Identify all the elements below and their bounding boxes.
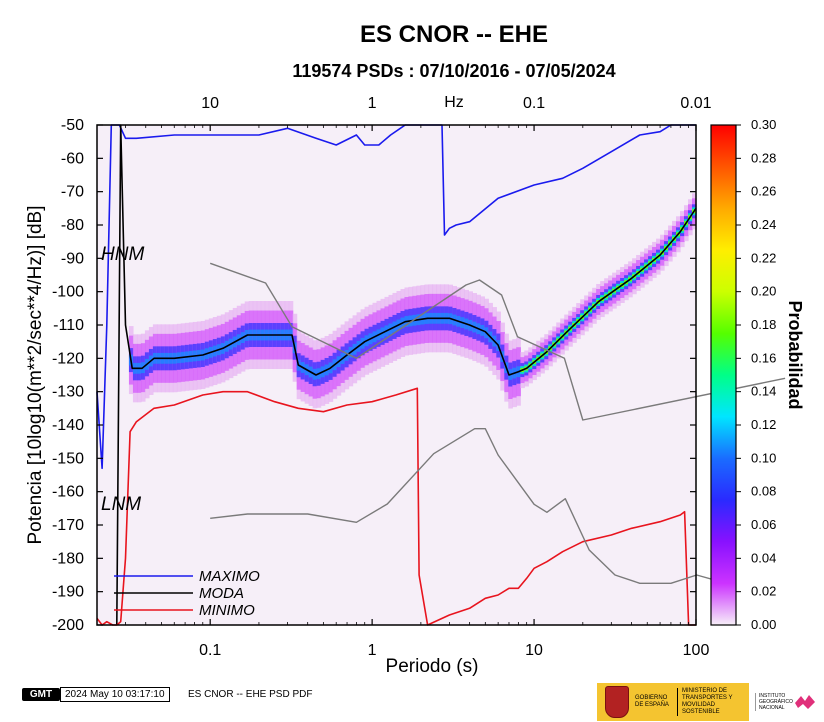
top-tick-label: 0.1 (523, 95, 545, 112)
government-logos: GOBIERNO DE ESPAÑA MINISTERIO DE TRANSPO… (597, 683, 824, 721)
curve-layer (96, 124, 786, 626)
legend-label-maximo: MAXIMO (199, 568, 260, 585)
colorbar-tick-label: 0.26 (751, 184, 776, 199)
colorbar-tick-label: 0.08 (751, 484, 776, 499)
colorbar-label: Probabilidad (785, 300, 805, 409)
top-tick-label: 1 (368, 95, 377, 112)
y-tick-label: -130 (52, 384, 84, 401)
colorbar-tick-label: 0.22 (751, 250, 776, 265)
colorbar-tick-label: 0.12 (751, 417, 776, 432)
x-axis-ticks: 0.1 1 10 100 (125, 125, 710, 659)
colorbar-tick-label: 0.20 (751, 284, 776, 299)
coat-of-arms-icon (605, 686, 629, 718)
y-tick-label: -160 (52, 484, 84, 501)
top-axis-unit: Hz (444, 94, 464, 111)
colorbar-tick-label: 0.02 (751, 584, 776, 599)
timestamp: 2024 May 10 03:17:10 (60, 687, 170, 702)
ministry-text: MINISTERIO DE TRANSPORTES Y MOVILIDAD SO… (677, 688, 748, 716)
colorbar-tick-label: 0.00 (751, 617, 776, 632)
y-tick-label: -50 (61, 117, 84, 134)
colorbar: 0.00 0.02 0.04 0.06 0.08 0.10 0.12 0.14 0.16 0.18… (710, 117, 776, 632)
colorbar-tick-label: 0.14 (751, 384, 776, 399)
top-axis-ticks: 10 1 0.1 0.01 (201, 95, 712, 131)
y-tick-label: -90 (61, 250, 84, 267)
colorbar-tick-label: 0.24 (751, 217, 776, 232)
y-tick-label: -200 (52, 617, 84, 634)
colorbar-tick-label: 0.06 (751, 517, 776, 532)
chart-subtitle: 119574 PSDs : 07/10/2016 - 07/05/2024 (292, 61, 615, 81)
y-tick-label: -60 (61, 150, 84, 167)
y-tick-label: -150 (52, 450, 84, 467)
colorbar-tick-label: 0.30 (751, 117, 776, 132)
x-tick-label: 0.1 (199, 642, 221, 659)
colorbar-gradient (710, 124, 737, 626)
series-line-hnm (209, 262, 786, 421)
y-tick-label: -70 (61, 184, 84, 201)
x-axis-label: Periodo (s) (386, 656, 479, 677)
colorbar-tick-label: 0.28 (751, 150, 776, 165)
y-axis-label: Potencia [10log10(m**2/sec**4/Hz)] [dB] (25, 205, 46, 544)
ministry-banner: GOBIERNO DE ESPAÑA MINISTERIO DE TRANSPO… (597, 683, 749, 721)
gmt-logo: GMT (22, 688, 60, 701)
top-tick-label: 0.01 (680, 95, 711, 112)
y-tick-label: -100 (52, 284, 84, 301)
chart-title: ES CNOR -- EHE (360, 21, 548, 48)
series-line-lnm (210, 428, 727, 584)
y-axis-ticks: -200 -190 -180 -170 -160 -150 -140 -130 -120 -110… (52, 117, 696, 634)
ign-logo: INSTITUTO GEOGRÁFICO NACIONAL (749, 683, 824, 721)
x-tick-label: 1 (368, 642, 377, 659)
x-tick-label: 100 (683, 642, 710, 659)
y-tick-label: -170 (52, 517, 84, 534)
x-tick-label: 10 (525, 642, 543, 659)
series-line-minimo (96, 387, 696, 626)
colorbar-tick-label: 0.18 (751, 317, 776, 332)
ign-mark-icon (795, 695, 815, 709)
lnm-annotation: LNM (101, 494, 141, 515)
legend-label-minimo: MINIMO (199, 602, 255, 619)
y-tick-label: -190 (52, 584, 84, 601)
ign-text: INSTITUTO GEOGRÁFICO NACIONAL (755, 693, 793, 711)
y-tick-label: -110 (53, 317, 84, 334)
y-tick-label: -80 (61, 217, 84, 234)
y-tick-label: -180 (52, 550, 84, 567)
legend-label-moda: MODA (199, 585, 244, 602)
psd-pdf-chart: ES CNOR -- EHE 119574 PSDs : 07/10/2016 … (25, 21, 805, 677)
footer-label: ES CNOR -- EHE PSD PDF (188, 689, 313, 700)
y-tick-label: -140 (52, 417, 84, 434)
colorbar-tick-label: 0.10 (751, 450, 776, 465)
colorbar-tick-label: 0.16 (751, 350, 776, 365)
colorbar-tick-label: 0.04 (751, 550, 776, 565)
gov-text: GOBIERNO DE ESPAÑA (635, 695, 669, 708)
series-line-moda (116, 124, 697, 626)
footer: GMT 2024 May 10 03:17:10 ES CNOR -- EHE … (0, 680, 824, 722)
y-tick-label: -120 (52, 350, 84, 367)
hnm-annotation: HNM (101, 244, 144, 265)
top-tick-label: 10 (201, 95, 219, 112)
plot-frame (96, 124, 697, 626)
